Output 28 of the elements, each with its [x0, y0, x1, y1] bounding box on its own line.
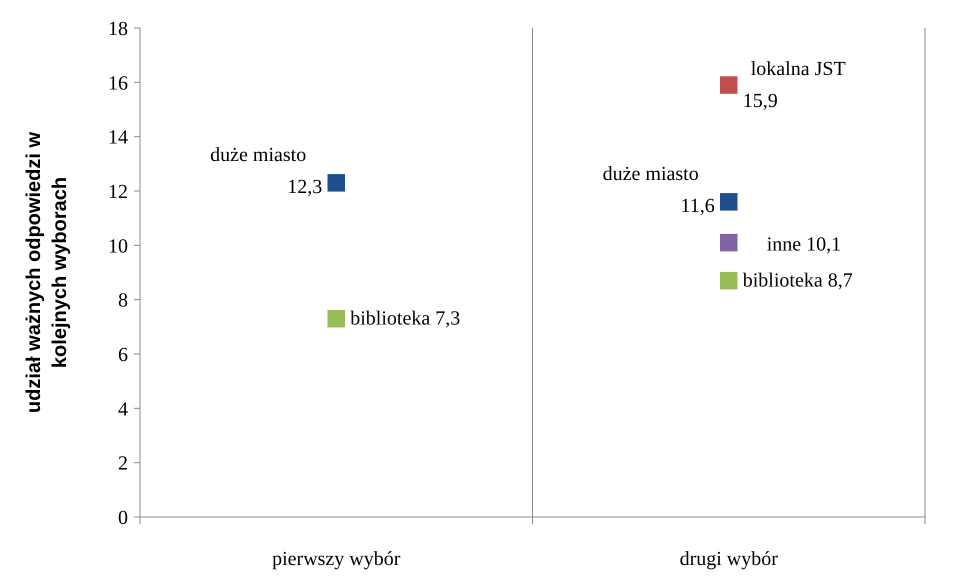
- point: [720, 76, 738, 94]
- y-tick-label: 4: [118, 398, 128, 420]
- point: [327, 174, 346, 192]
- y-axis-title: udział ważnych odpowiedzi w kolejnych wyborach: [23, 131, 71, 414]
- text: inne 10,1: [766, 234, 842, 256]
- x-tick-label: drugi wybór: [680, 548, 778, 570]
- series-label: lokalna JST: [750, 58, 846, 80]
- data-label: 12,3: [287, 176, 322, 198]
- text: biblioteka 8,7: [742, 270, 853, 292]
- series-label: duże miasto: [210, 144, 306, 166]
- y-tick-label: 12: [108, 181, 128, 203]
- y-tick-label: 18: [108, 18, 128, 40]
- data-label: 15,9: [742, 90, 778, 112]
- y-tick-label: 0: [118, 507, 128, 529]
- y-tick-label: 2: [118, 452, 128, 475]
- y-tick-label: 6: [118, 344, 128, 366]
- x-tick-label: pierwszy wybór: [272, 548, 401, 570]
- point: [720, 271, 738, 290]
- y-tick-label: 10: [108, 235, 128, 258]
- text: biblioteka 7,3: [350, 308, 460, 330]
- y-tick-label: 14: [108, 126, 128, 149]
- data-label: 11,6: [680, 194, 715, 217]
- point: [327, 309, 346, 328]
- y-tick-label: 8: [118, 290, 128, 312]
- point: [720, 233, 738, 252]
- y-tick-label: 16: [108, 72, 128, 94]
- text: duże miasto: [602, 162, 699, 185]
- point: [720, 192, 738, 212]
